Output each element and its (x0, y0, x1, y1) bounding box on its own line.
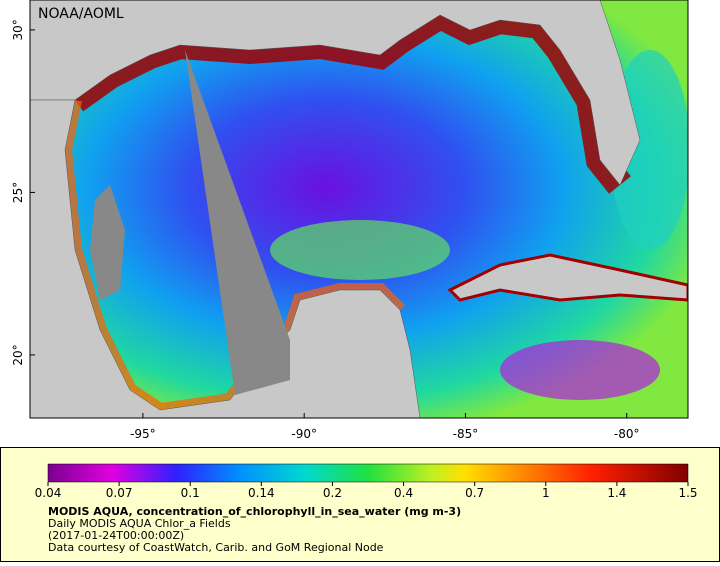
colorbar (47, 463, 689, 483)
legend-product: Daily MODIS AQUA Chlor_a Fields (48, 517, 231, 530)
map-area (30, 0, 688, 418)
land (30, 0, 688, 186)
legend-credit: Data courtesy of CoastWatch, Carib. and … (48, 541, 384, 554)
ocean-feature (500, 340, 660, 400)
legend-title: MODIS AQUA, concentration_of_chlorophyll… (48, 505, 461, 518)
source-label: NOAA/AOML (38, 6, 124, 22)
colorbar-tick-label: 0.04 (35, 486, 62, 500)
y-tick-label: 30° (11, 19, 25, 40)
colorbar-tick-label: 0.2 (323, 486, 342, 500)
x-tick-label: -90° (291, 427, 317, 441)
y-tick-label: 20° (11, 344, 25, 365)
y-tick-label: 25° (11, 182, 25, 203)
colorbar-tick-label: 0.1 (181, 486, 200, 500)
x-tick-label: -85° (453, 427, 479, 441)
colorbar-tick-label: 0.14 (248, 486, 275, 500)
x-tick-label: -95° (130, 427, 156, 441)
colorbar-tick-label: 0.07 (106, 486, 133, 500)
x-tick-label: -80° (614, 427, 640, 441)
legend-time: (2017-01-24T00:00:00Z) (48, 529, 184, 542)
colorbar-tick-label: 1.5 (678, 486, 697, 500)
colorbar-tick-label: 1.4 (607, 486, 626, 500)
colorbar-tick-label: 1 (542, 486, 550, 500)
no-data (90, 185, 125, 300)
map-frame (29, 0, 689, 419)
colorbar-tick-label: 0.7 (465, 486, 484, 500)
ocean-feature (270, 220, 450, 280)
no-data-swath (185, 50, 290, 395)
land (447, 253, 688, 302)
colorbar-tick-label: 0.4 (394, 486, 413, 500)
